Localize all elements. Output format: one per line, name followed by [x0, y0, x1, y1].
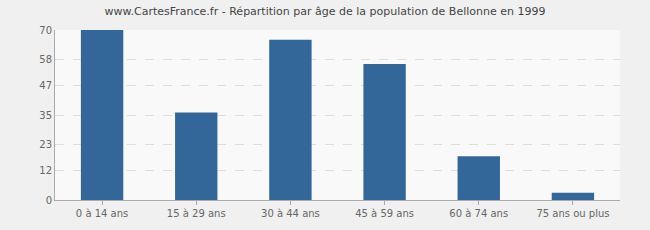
svg-text:70: 70 — [39, 25, 52, 36]
svg-text:12: 12 — [39, 165, 52, 176]
svg-text:35: 35 — [39, 110, 52, 121]
svg-text:60 à 74 ans: 60 à 74 ans — [449, 208, 508, 219]
svg-text:15 à 29 ans: 15 à 29 ans — [167, 208, 226, 219]
svg-text:0: 0 — [46, 195, 52, 206]
svg-text:45 à 59 ans: 45 à 59 ans — [355, 208, 414, 219]
svg-text:23: 23 — [39, 139, 52, 150]
svg-text:30 à 44 ans: 30 à 44 ans — [261, 208, 320, 219]
svg-text:47: 47 — [39, 80, 52, 91]
svg-text:0 à 14 ans: 0 à 14 ans — [76, 208, 128, 219]
svg-text:75 ans ou plus: 75 ans ou plus — [536, 208, 609, 219]
svg-text:58: 58 — [39, 54, 52, 65]
svg-text:www.CartesFrance.fr - Répartit: www.CartesFrance.fr - Répartition par âg… — [105, 5, 546, 18]
